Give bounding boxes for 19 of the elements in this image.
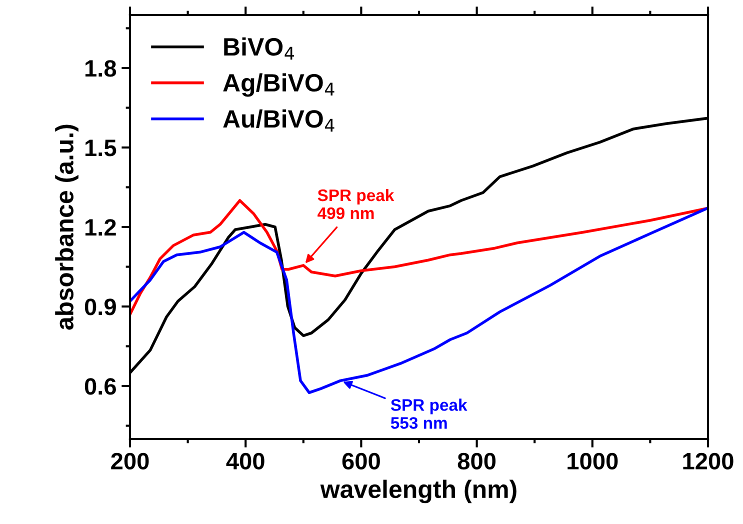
y-tick-label: 1.8 bbox=[85, 60, 116, 77]
annotation: SPR peak 553 nm bbox=[390, 398, 468, 429]
y-tick-label: 1.5 bbox=[85, 140, 116, 156]
x-tick-label: 1000 bbox=[568, 452, 618, 470]
x-tick-label: 800 bbox=[458, 452, 496, 470]
y-tick-label: 0.6 bbox=[84, 378, 116, 395]
legend-label: Ag/BiVO$_{4}$ bbox=[223, 73, 334, 97]
x-tick-label: 600 bbox=[342, 452, 380, 470]
y-tick-label: 0.9 bbox=[84, 298, 116, 316]
x-tick-label: 200 bbox=[111, 452, 149, 470]
legend-label: Au/BiVO$_{4}$ bbox=[223, 109, 334, 132]
x-axis-title: wavelength (nm) bbox=[320, 480, 516, 504]
line-series bbox=[130, 207, 708, 394]
y-axis-title: absorbance (a.u.) bbox=[55, 124, 78, 330]
x-tick-label: 400 bbox=[226, 452, 264, 470]
annotation: SPR peak 499 nm bbox=[318, 188, 394, 220]
legend-label: BiVO$_{4}$ bbox=[224, 37, 294, 60]
y-tick-label: 1.2 bbox=[85, 219, 116, 236]
x-tick-label: 1200 bbox=[683, 452, 734, 470]
